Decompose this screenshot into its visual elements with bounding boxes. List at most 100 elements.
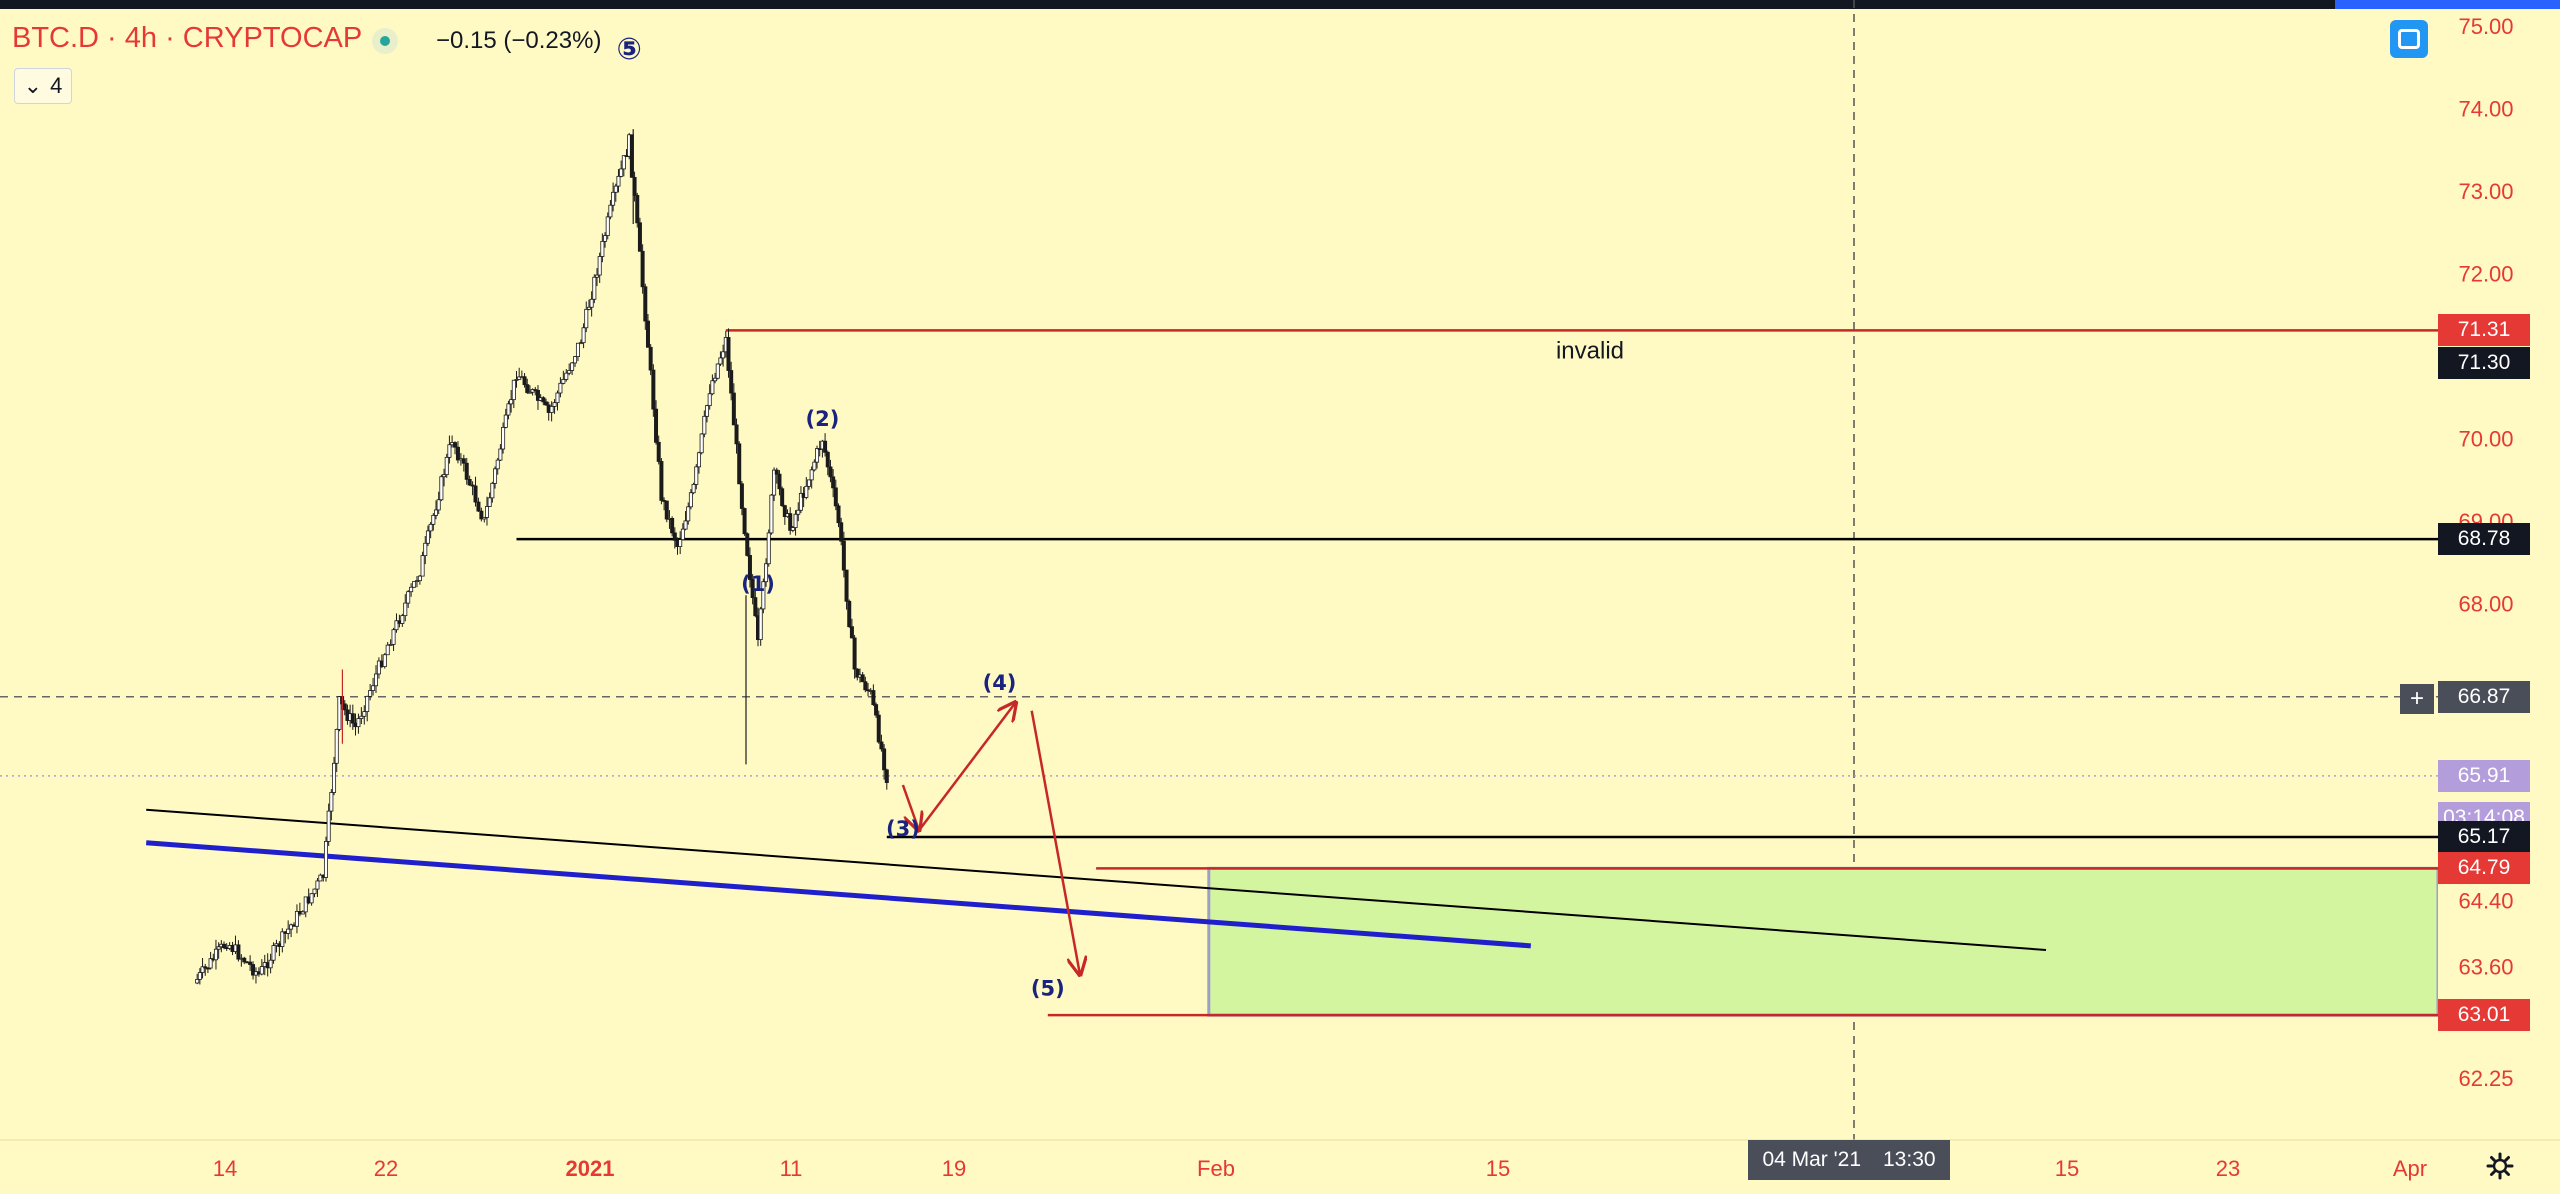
candle-body — [839, 522, 844, 542]
chevron-down-icon: ⌄ — [23, 73, 43, 98]
candle-body — [715, 363, 720, 379]
price-tick: 63.60 — [2458, 955, 2513, 980]
candle-body — [417, 575, 422, 582]
candle-body — [248, 961, 253, 965]
candle-body — [365, 696, 370, 713]
blue-trend-line[interactable] — [146, 840, 1531, 949]
black-trend-line[interactable] — [146, 808, 2047, 951]
candle-body — [780, 488, 785, 507]
indicator-count: 4 — [50, 73, 63, 98]
candle-body — [761, 581, 766, 610]
projection-arrow[interactable] — [901, 784, 919, 830]
candle-body — [444, 456, 449, 476]
candle-body — [640, 250, 645, 288]
candle-body — [493, 468, 498, 484]
candle-body — [503, 414, 508, 428]
candle-body — [718, 357, 723, 365]
candle-body — [511, 379, 516, 401]
candle-body — [558, 382, 563, 394]
candle-body — [702, 415, 707, 435]
candle-body — [329, 792, 334, 812]
time-tick: 14 — [213, 1156, 237, 1181]
candle-body — [561, 379, 566, 384]
candle-body — [522, 376, 527, 386]
price-tick: 75.00 — [2458, 14, 2513, 39]
candle-body — [670, 518, 675, 534]
candle-body — [498, 448, 503, 461]
time-tick: 15 — [2055, 1156, 2079, 1181]
candle-body — [309, 893, 314, 904]
add-alert-plus-icon[interactable]: + — [2400, 684, 2434, 714]
candle-body — [294, 911, 299, 927]
candle-body — [833, 487, 838, 507]
target-zone[interactable] — [1207, 866, 2440, 1017]
candle-body — [535, 389, 540, 401]
candle-body — [203, 966, 208, 969]
candle-body — [400, 615, 405, 624]
price-tag: 63.01 — [2438, 999, 2530, 1032]
time-tick: 22 — [374, 1156, 398, 1181]
candle-body — [788, 513, 793, 531]
candle-body — [420, 555, 425, 577]
price-change: −0.15 (−0.23%) — [436, 27, 602, 54]
candle-body — [473, 485, 478, 503]
fit-screen-icon — [2398, 29, 2420, 49]
candle-body — [879, 741, 884, 750]
candle-body — [271, 945, 276, 961]
time-tick: 2021 — [566, 1156, 615, 1181]
candle-body — [334, 729, 339, 764]
candle-body — [747, 555, 752, 580]
candle-body — [713, 377, 718, 382]
price-tick: 74.00 — [2458, 97, 2513, 122]
candle-body — [447, 444, 452, 458]
candle-body — [315, 880, 320, 890]
candle-body — [648, 346, 653, 371]
market-status-icon — [372, 28, 398, 54]
projection-arrow[interactable] — [1030, 710, 1080, 975]
candle-body — [699, 433, 704, 454]
candle-body — [844, 569, 849, 602]
candle-body — [707, 393, 712, 407]
candle-body — [764, 563, 769, 583]
top-toolbar-strip — [0, 0, 2560, 9]
projection-arrow[interactable] — [918, 703, 1016, 832]
fit-screen-button[interactable] — [2390, 20, 2428, 58]
candle-body — [403, 602, 408, 617]
candle-body — [216, 946, 221, 950]
candle-body — [686, 506, 691, 522]
symbol-title[interactable]: BTC.D · 4h · CRYPTOCAP — [12, 22, 363, 54]
candle-body — [359, 715, 364, 719]
candle-body — [613, 185, 618, 193]
candle-body — [578, 342, 583, 345]
candle-body — [798, 492, 803, 511]
price-tick: 62.25 — [2458, 1066, 2513, 1091]
candle-body — [812, 461, 817, 471]
time-tick: Apr — [2393, 1156, 2427, 1181]
candle-body — [394, 620, 399, 631]
wave-label: (2) — [805, 407, 839, 431]
wave-label: (3) — [886, 817, 920, 841]
candle-body — [664, 500, 669, 520]
candle-body — [289, 924, 294, 930]
candle-body — [312, 888, 317, 895]
candle-body — [376, 660, 381, 675]
candle-body — [683, 520, 688, 530]
candle-body — [753, 597, 758, 617]
candle-body — [605, 216, 610, 236]
gear-icon[interactable] — [2486, 1152, 2514, 1180]
candle-body — [825, 451, 830, 468]
candle-body — [517, 376, 522, 380]
candle-body — [461, 458, 466, 464]
level-label: invalid — [1556, 337, 1624, 364]
candle-body — [745, 533, 750, 556]
candle-body — [509, 399, 514, 405]
candle-body — [589, 298, 594, 308]
candle-body — [876, 714, 881, 743]
candle-body — [597, 256, 602, 276]
candle-body — [815, 448, 820, 463]
indicators-toggle[interactable]: ⌄ 4 — [14, 68, 72, 104]
candle-body — [268, 959, 273, 969]
candle-body — [782, 505, 787, 518]
